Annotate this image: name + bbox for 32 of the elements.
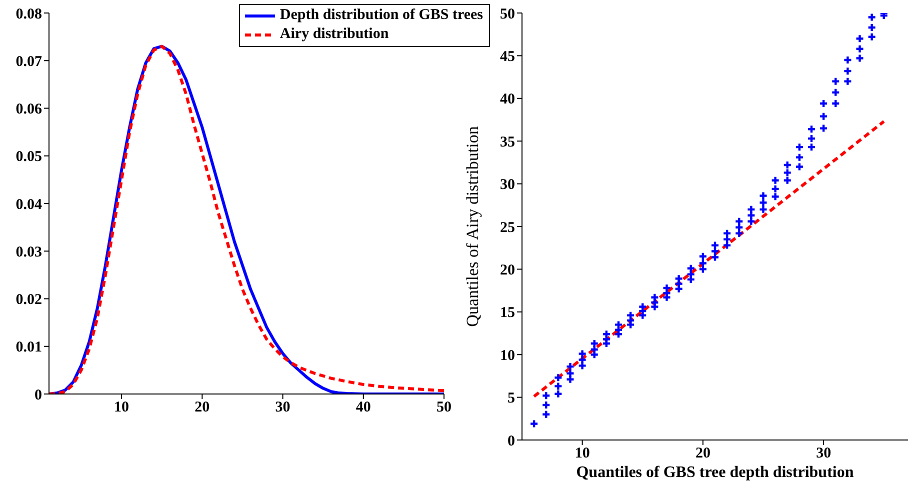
x-tick-label: 20 (194, 400, 210, 416)
y-tick-label: 20 (500, 262, 515, 279)
y-tick-label: 40 (500, 92, 515, 108)
y-tick-label: 35 (500, 134, 515, 150)
y-tick-label: 25 (500, 220, 515, 236)
y-tick-label: 0.07 (16, 54, 42, 70)
y-tick-label: 5 (508, 390, 515, 407)
y-tick-label: 10 (500, 348, 515, 364)
x-tick-label: 30 (816, 446, 832, 462)
y-axis-title: Quantiles of Airy distribution (463, 126, 482, 327)
y-tick-label: 0.06 (16, 102, 42, 118)
x-tick-label: 20 (695, 446, 710, 462)
y-tick-label: 0.08 (16, 6, 42, 22)
y-tick-label: 45 (500, 49, 515, 66)
y-tick-label: 0.02 (16, 292, 42, 308)
legend-label: Depth distribution of GBS trees (280, 7, 483, 24)
x-axis-title: Quantiles of GBS tree depth distribution (576, 464, 854, 481)
y-tick-label: 30 (500, 177, 515, 194)
y-tick-label: 0.04 (16, 196, 42, 213)
y-tick-label: 0 (508, 433, 515, 450)
y-tick-label: 0 (34, 387, 42, 404)
x-tick-label: 40 (356, 400, 371, 416)
y-tick-label: 15 (500, 305, 515, 322)
x-tick-label: 30 (275, 400, 290, 416)
y-tick-label: 50 (500, 6, 515, 22)
legend-label: Airy distribution (280, 26, 389, 43)
x-tick-label: 10 (574, 446, 590, 462)
y-tick-label: 0.03 (16, 244, 42, 260)
x-tick-label: 10 (114, 400, 130, 416)
y-tick-label: 0.01 (16, 340, 42, 356)
y-tick-label: 0.05 (16, 149, 42, 166)
x-tick-label: 50 (436, 400, 452, 416)
